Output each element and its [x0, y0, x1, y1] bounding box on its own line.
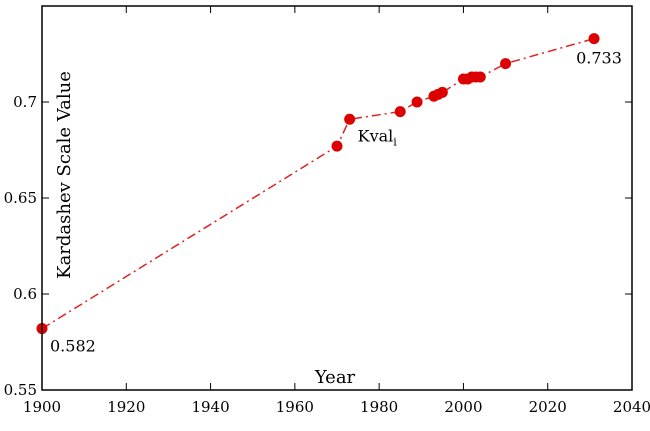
y-tick-labels: 0.55 0.6 0.65 0.7: [4, 93, 37, 399]
data-point: [474, 71, 486, 83]
data-point: [436, 86, 448, 98]
x-tick-label: 2040: [613, 398, 650, 416]
data-point: [344, 113, 356, 125]
data-point: [411, 96, 423, 108]
x-tick-label: 1960: [276, 398, 314, 416]
plot-frame: [41, 5, 633, 391]
annotation-label: Kvali: [358, 126, 398, 148]
x-tick-label: 2020: [529, 398, 567, 416]
x-tick-label: 1900: [23, 398, 61, 416]
annotation-label: 0.582: [50, 337, 96, 356]
annotation-subscript: i: [393, 135, 397, 148]
data-point: [394, 106, 406, 118]
axis-ticks: [41, 6, 633, 391]
x-tick-label: 2000: [444, 398, 482, 416]
data-point: [500, 58, 512, 70]
x-tick-label: 1920: [107, 398, 145, 416]
annotation-label: 0.733: [576, 49, 622, 68]
y-tick-label: 0.55: [4, 381, 37, 399]
y-tick-label: 0.6: [13, 285, 37, 303]
y-tick-label: 0.65: [4, 189, 37, 207]
x-tick-label: 1980: [360, 398, 398, 416]
plot-content: [36, 33, 600, 335]
x-axis-title: Year: [314, 367, 356, 388]
x-tick-label: 1940: [191, 398, 229, 416]
y-tick-label: 0.7: [13, 93, 37, 111]
data-point: [331, 140, 343, 152]
data-point: [588, 33, 600, 45]
series-line: [41, 37, 595, 330]
annotations: 0.582 Kvali 0.733: [50, 49, 622, 356]
x-tick-labels: 1900 1920 1940 1960 1980 2000 2020 2040: [23, 398, 650, 416]
y-axis-title: Kardashev Scale Value: [54, 71, 75, 279]
